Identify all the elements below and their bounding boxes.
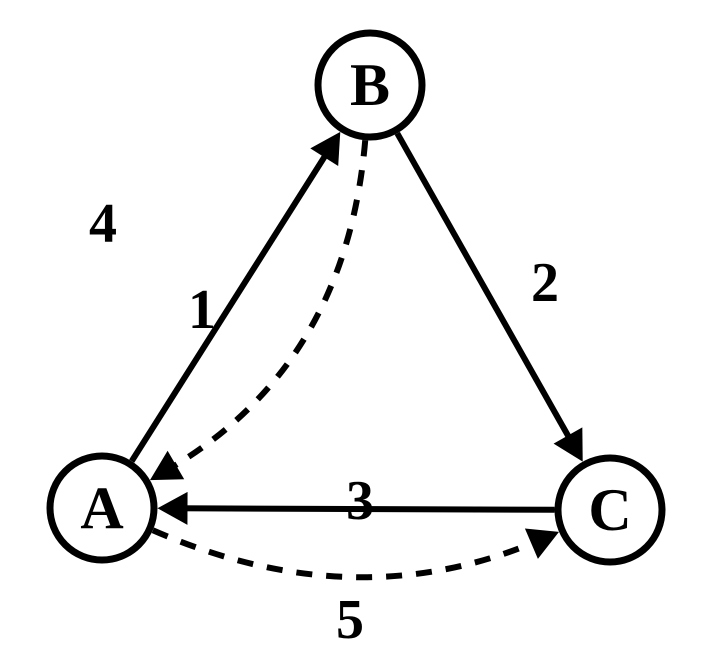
graph-diagram: A B C 1 2 3 4 5 <box>0 0 707 667</box>
edge-e5-arrow <box>525 529 559 559</box>
node-label-C: C <box>588 477 631 543</box>
edge-e1 <box>132 150 329 461</box>
edge-e3-arrow <box>157 492 187 525</box>
edge-label-e5: 5 <box>336 589 364 651</box>
edge-e4-arrow <box>150 451 184 480</box>
node-label-A: A <box>80 475 123 541</box>
edge-label-e2: 2 <box>531 252 559 314</box>
edge-label-e1: 1 <box>188 279 216 341</box>
edge-label-e4: 4 <box>89 193 117 255</box>
edge-label-e3: 3 <box>346 470 374 532</box>
edge-e5 <box>153 530 540 577</box>
node-label-B: B <box>350 52 390 118</box>
